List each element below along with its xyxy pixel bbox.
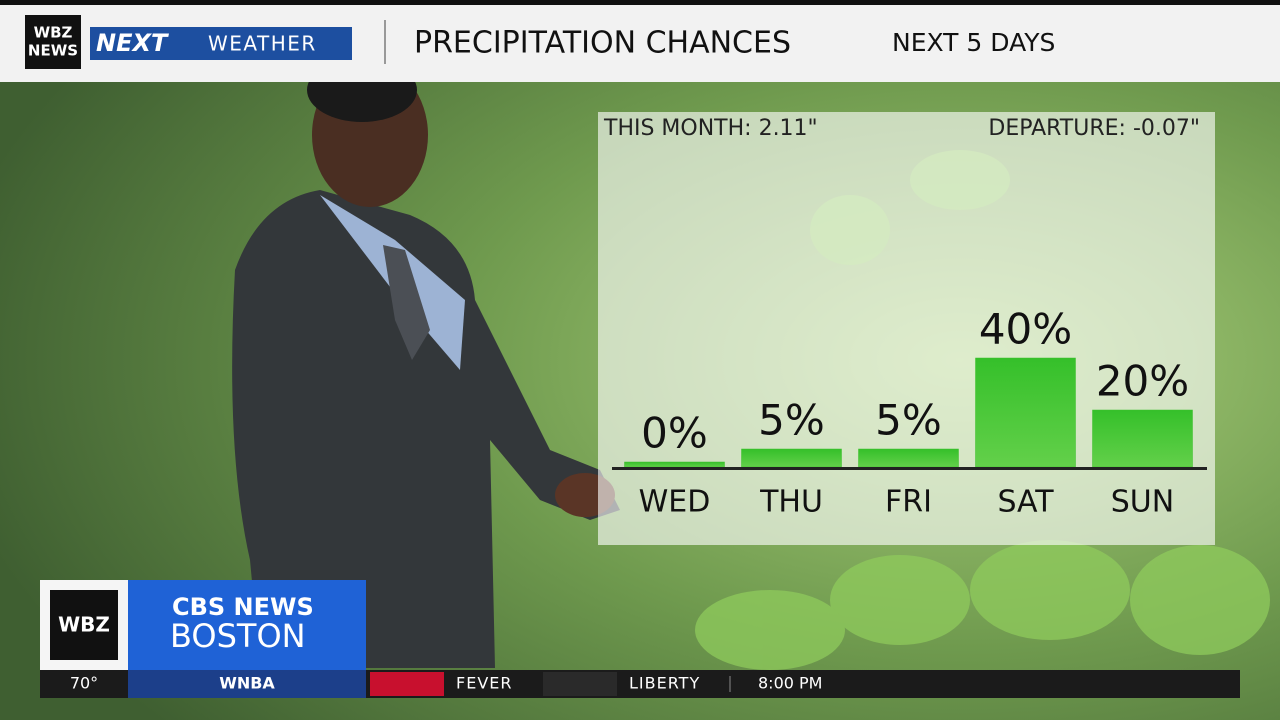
value-label: 20% bbox=[1096, 357, 1189, 406]
brand-next: NEXT bbox=[96, 29, 169, 57]
bar bbox=[624, 461, 725, 468]
brand-box bbox=[90, 27, 352, 60]
stat-this-month: THIS MONTH: 2.11" bbox=[603, 116, 818, 141]
bar bbox=[741, 448, 842, 468]
title: PRECIPITATION CHANCES bbox=[414, 26, 791, 61]
logo-text: WBZ bbox=[34, 24, 73, 42]
ticker-team2: LIBERTY bbox=[629, 674, 700, 693]
value-label: 5% bbox=[875, 396, 942, 445]
team2-logo bbox=[543, 672, 617, 696]
category-label: FRI bbox=[885, 485, 932, 520]
stat-departure: DEPARTURE: -0.07" bbox=[988, 116, 1200, 141]
header-strip bbox=[0, 0, 1280, 5]
bar bbox=[975, 357, 1076, 468]
network: CBS NEWS bbox=[172, 593, 314, 621]
category-label: THU bbox=[759, 485, 823, 520]
category-label: SUN bbox=[1111, 485, 1174, 520]
city: BOSTON bbox=[170, 617, 306, 655]
ticker-league-box bbox=[128, 670, 366, 698]
ticker-league: WNBA bbox=[219, 674, 275, 693]
value-label: 40% bbox=[979, 305, 1072, 354]
bar-chart: 0% WED 5% THU 5% FRI 40% SAT 20% SUN bbox=[624, 305, 1193, 520]
subtitle: NEXT 5 DAYS bbox=[892, 28, 1055, 57]
bar bbox=[1092, 409, 1193, 468]
category-label: WED bbox=[639, 485, 711, 520]
value-label: 5% bbox=[758, 396, 825, 445]
badge-box bbox=[50, 590, 118, 660]
logo-text: NEWS bbox=[28, 42, 78, 60]
ticker-team1: FEVER bbox=[456, 674, 512, 693]
value-label: 0% bbox=[641, 409, 708, 458]
badge-text: WBZ bbox=[58, 613, 110, 637]
bar bbox=[858, 448, 959, 468]
ticker-temp: 70° bbox=[70, 674, 98, 693]
chart-panel bbox=[598, 112, 1215, 545]
network-box bbox=[128, 580, 366, 670]
brand-weather: WEATHER bbox=[208, 32, 317, 56]
ticker-time: 8:00 PM bbox=[758, 674, 822, 693]
team1-logo bbox=[370, 672, 444, 696]
category-label: SAT bbox=[997, 485, 1054, 520]
logo-box bbox=[25, 15, 81, 69]
